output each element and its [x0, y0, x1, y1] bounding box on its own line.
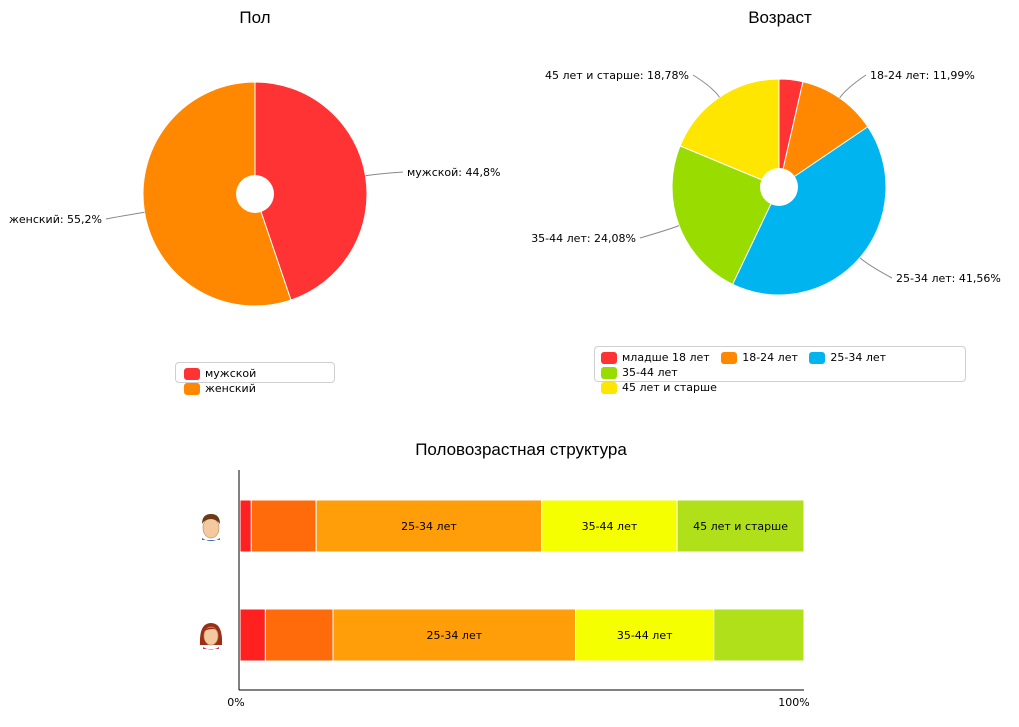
male-avatar-icon — [202, 514, 220, 541]
age-chart-title: Возраст — [748, 8, 812, 27]
pie-slice-4 — [671, 145, 780, 285]
legend-item-under-18[interactable]: младше 18 лет — [601, 350, 710, 365]
bar-segment-1-4 — [541, 499, 678, 553]
x-tick-label: 0% — [227, 696, 244, 709]
legend-swatch — [721, 351, 738, 364]
bar-segment-2-2 — [264, 608, 334, 662]
connector-line — [105, 211, 145, 220]
female-avatar-icon — [199, 623, 223, 650]
gender-chart-title: Пол — [239, 8, 271, 27]
data-label: 45 лет и старше: 18,78% — [545, 69, 689, 82]
legend-label: 18-24 лет — [742, 351, 798, 364]
legend-item-male[interactable]: мужской — [184, 366, 256, 381]
data-label: 18-24 лет: 11,99% — [870, 69, 975, 82]
connector-line — [365, 171, 404, 177]
bar-segment-label: 25-34 лет — [426, 629, 482, 642]
bar-segment-2-3 — [332, 608, 577, 662]
legend-label: 45 лет и старше — [622, 381, 717, 394]
bar-segment-1-1 — [239, 499, 252, 553]
bar-segment-1-5 — [676, 499, 805, 553]
legend-item-45-plus[interactable]: 45 лет и старше — [601, 380, 717, 395]
pie-slice-3 — [731, 126, 887, 296]
connector-line — [692, 74, 720, 98]
legend-swatch — [184, 382, 200, 395]
legend-item-18-24[interactable]: 18-24 лет — [721, 350, 798, 365]
age-legend: младше 18 лет 18-24 лет 25-34 лет 35-44 … — [594, 346, 966, 394]
legend-label: 35-44 лет — [622, 366, 678, 379]
data-label: 35-44 лет: 24,08% — [531, 232, 636, 245]
gender-legend: мужской женский — [175, 362, 335, 395]
legend-item-35-44[interactable]: 35-44 лет — [601, 365, 678, 380]
fringe-shape — [204, 627, 218, 631]
bar-segment-label: 35-44 лет — [617, 629, 673, 642]
legend-label: женский — [205, 382, 256, 395]
pie-slice-2 — [778, 81, 869, 189]
bar-segment-label: 45 лет и старше — [693, 520, 788, 533]
legend-swatch — [601, 366, 617, 379]
bar-segment-2-5 — [713, 608, 805, 662]
bar-segment-label: 25-34 лет — [401, 520, 457, 533]
bar-segment-1-3 — [315, 499, 543, 553]
connector-line — [859, 257, 893, 279]
face-shape — [202, 517, 220, 539]
pie-slice-5 — [679, 78, 780, 188]
x-tick-label: 100% — [778, 696, 809, 709]
bar-segment-2-1 — [239, 608, 266, 662]
legend-item-25-34[interactable]: 25-34 лет — [809, 350, 886, 365]
hair-shape — [202, 514, 220, 524]
bar-segment-2-4 — [575, 608, 715, 662]
data-label: 25-34 лет: 41,56% — [896, 272, 1001, 285]
pie-slice-2 — [142, 81, 292, 307]
legend-swatch — [601, 351, 617, 364]
pie-center-hole — [236, 175, 274, 213]
dress-shape — [203, 647, 219, 650]
pie-center-hole — [760, 168, 798, 206]
data-label: женский: 55,2% — [9, 213, 102, 226]
sex-age-chart-title: Половозрастная структура — [415, 440, 627, 459]
connector-line — [639, 225, 680, 239]
connector-line — [839, 74, 867, 99]
bar-segment-label: 35-44 лет — [582, 520, 638, 533]
face-shape — [203, 626, 219, 646]
bar-segment-1-2 — [250, 499, 317, 553]
legend-item-female[interactable]: женский — [184, 381, 256, 396]
legend-label: мужской — [205, 367, 257, 380]
legend-label: младше 18 лет — [622, 351, 710, 364]
legend-swatch — [184, 367, 200, 380]
legend-label: 25-34 лет — [830, 351, 887, 364]
shirt-shape — [202, 538, 220, 541]
data-label: мужской: 44,8% — [407, 166, 500, 179]
legend-swatch — [601, 381, 617, 394]
legend-swatch — [809, 351, 826, 364]
